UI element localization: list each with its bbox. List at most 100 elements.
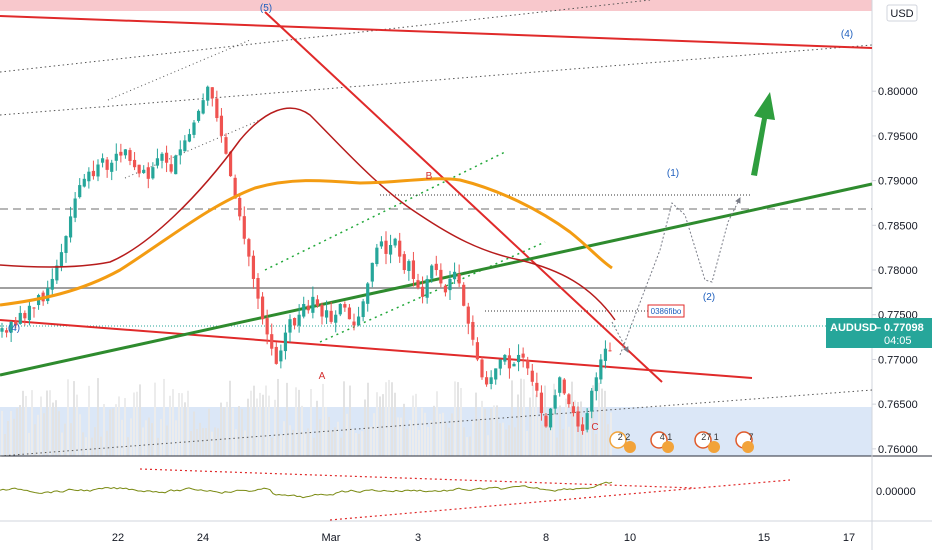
volume-bar: [31, 390, 33, 456]
volume-bar: [472, 420, 474, 456]
candle-body: [27, 305, 32, 321]
event-badge-1[interactable]: 2 2: [609, 431, 636, 453]
event-badge-1-text: 2 2: [618, 432, 631, 442]
volume-bar: [73, 381, 75, 456]
volume-bar: [256, 398, 258, 456]
volume-bar: [526, 430, 528, 456]
volume-bar: [13, 418, 15, 456]
candle-body: [306, 305, 310, 311]
volume-bar: [244, 430, 246, 456]
candle-body: [260, 296, 265, 320]
volume-bar: [145, 420, 147, 456]
candle-body: [160, 153, 164, 161]
volume-bar: [424, 412, 426, 456]
volume-bar: [109, 409, 111, 456]
candle-body: [91, 170, 96, 177]
volume-bar: [535, 394, 537, 456]
projection-path: [619, 197, 741, 356]
candle-body: [228, 151, 233, 177]
volume-bar: [559, 405, 561, 456]
volume-bar: [70, 423, 72, 456]
candle-body: [580, 424, 585, 431]
price-tick-label: 0.78500: [878, 220, 918, 232]
candle-body: [96, 164, 100, 177]
volume-bar: [235, 429, 237, 456]
candle-body: [32, 307, 36, 309]
volume-bar: [586, 431, 588, 456]
volume-bar: [553, 383, 555, 456]
volume-bar: [514, 427, 516, 456]
candle-body: [23, 312, 27, 319]
candle-body: [87, 171, 91, 182]
volume-bar: [364, 399, 366, 456]
volume-bar: [208, 408, 210, 456]
candle-body: [297, 314, 301, 326]
volume-bar: [22, 390, 24, 456]
volume-bar: [325, 407, 327, 456]
volume-bar: [334, 427, 336, 456]
event-badge-2[interactable]: 4 1: [650, 431, 674, 453]
volume-bar: [202, 428, 204, 456]
volume-bar: [28, 432, 30, 456]
candle-body: [379, 241, 384, 247]
candle-body: [503, 354, 507, 362]
volume-bar: [319, 419, 321, 456]
volume-bar: [523, 379, 525, 456]
oscillator-tick: 0.00000: [876, 486, 916, 498]
candle-body: [398, 240, 402, 257]
volume-bar: [169, 395, 171, 456]
volume-bar: [7, 420, 9, 456]
volume-bar: [58, 411, 60, 456]
volume-bar: [397, 417, 399, 456]
volume-bar: [283, 421, 285, 456]
candle-body: [393, 238, 397, 246]
candle-body: [420, 286, 425, 297]
volume-bar: [571, 381, 573, 456]
volume-bar: [178, 392, 180, 456]
volume-bar: [349, 385, 351, 456]
candle-body: [288, 319, 292, 333]
volume-bar: [157, 437, 159, 456]
volume-bar: [529, 397, 531, 456]
candle-body: [544, 415, 548, 427]
volume-bar: [496, 405, 498, 456]
volume-bar: [466, 437, 468, 456]
candle-body: [14, 321, 18, 326]
volume-bar: [556, 437, 558, 456]
dotted-channels: [0, 0, 873, 457]
candle-body: [0, 328, 4, 332]
candle-body: [366, 283, 370, 304]
candle-body: [274, 346, 278, 364]
price-tag-symbol: AUDUSD: [830, 322, 877, 334]
candle-body: [411, 260, 416, 279]
volume-bar: [142, 427, 144, 456]
price-axis[interactable]: 0.800000.795000.790000.785000.780000.775…: [872, 86, 918, 456]
volume-bar: [601, 388, 603, 456]
candle-body: [535, 382, 539, 391]
projection-path-2: [611, 321, 629, 353]
candle-body: [233, 177, 237, 199]
candle-body: [114, 153, 118, 161]
event-badge-4[interactable]: 7: [735, 431, 754, 453]
fibo-label: 0386fibo: [651, 307, 682, 316]
candle-body: [571, 406, 576, 414]
candle-body: [132, 159, 137, 168]
date-axis[interactable]: 22 24 Mar 3 8 10 15 17: [112, 532, 855, 544]
volume-bar: [388, 379, 390, 456]
candle-body: [466, 306, 470, 324]
candle-body: [443, 285, 448, 293]
event-badge-3[interactable]: 27 1: [694, 431, 720, 453]
candle-body: [137, 164, 141, 174]
price-tick-label: 0.77000: [878, 354, 918, 366]
volume-bar: [295, 387, 297, 456]
date-tick-label: Mar: [322, 532, 341, 544]
candle-body: [187, 134, 192, 142]
volume-bar: [463, 427, 465, 456]
candle-body: [9, 321, 13, 333]
date-tick-label: 8: [543, 532, 549, 544]
volume-bar: [304, 432, 306, 456]
candle-body: [608, 350, 612, 352]
candle-body: [375, 247, 379, 265]
volume-bar: [139, 384, 141, 456]
